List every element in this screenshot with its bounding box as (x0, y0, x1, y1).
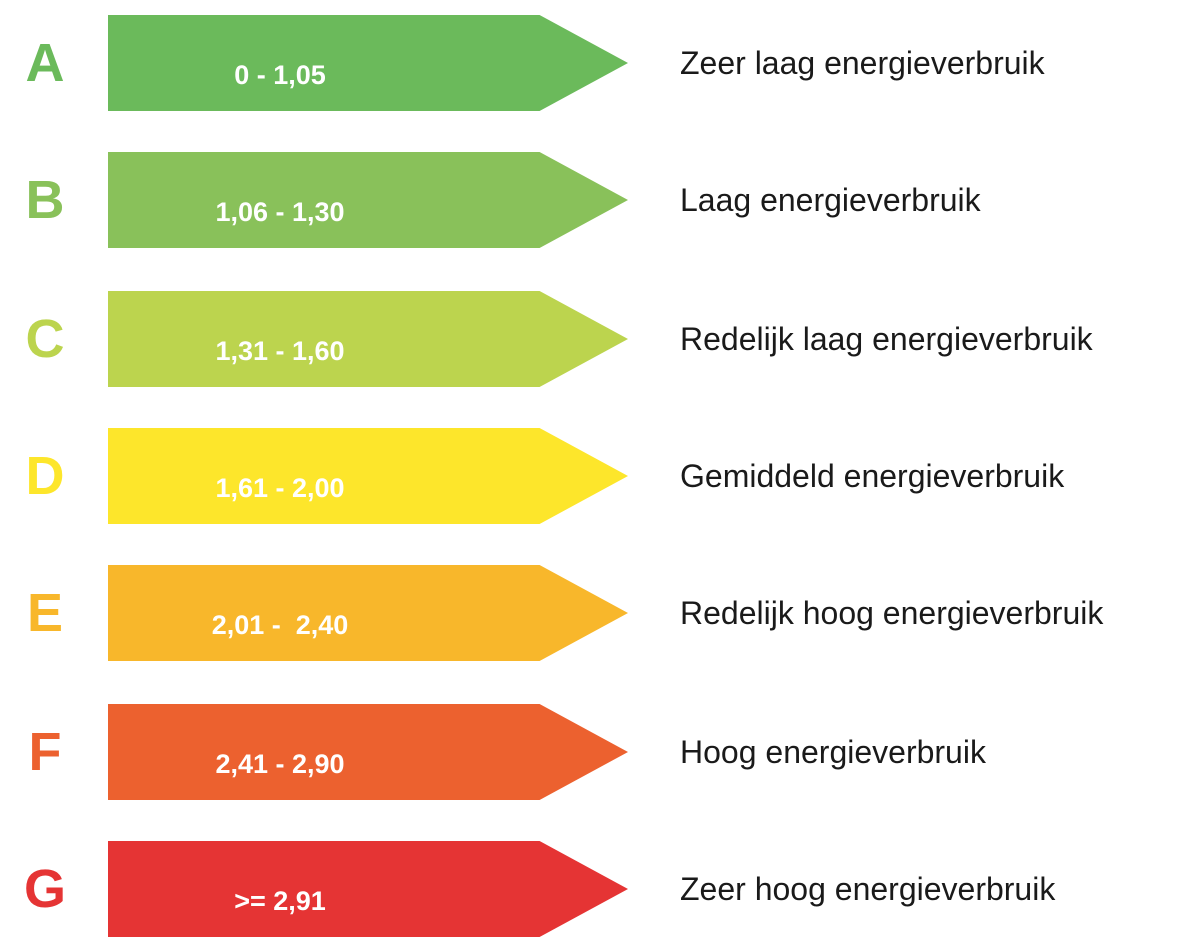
energy-index-range: >= 2,91 (234, 886, 326, 916)
energy-index-range: 1,06 - 1,30 (215, 197, 345, 227)
energy-class-arrow (108, 291, 628, 387)
energy-class-description: Redelijk hoog energieverbruik (680, 595, 1104, 631)
energy-class-letter: G (23, 859, 66, 919)
energy-class-arrow (108, 15, 628, 111)
energy-class-letter: F (28, 722, 62, 782)
energy-label-row-c: C 1,31 - 1,60 Redelijk laag energieverbrui… (0, 291, 1200, 387)
energy-class-arrow (108, 565, 628, 661)
energy-class-letter: D (25, 446, 65, 506)
energy-class-letter: B (25, 170, 65, 230)
energy-class-arrow (108, 152, 628, 248)
energy-class-arrow (108, 841, 628, 937)
energy-class-description: Laag energieverbruik (680, 182, 981, 218)
energy-index-range: 0 - 1,05 (234, 60, 326, 90)
energy-label-row-g: G >= 2,91 Zeer hoog energieverbruik (0, 841, 1200, 937)
energy-label-row-f: F 2,41 - 2,90 Hoog energieverbruik (0, 704, 1200, 800)
energy-class-letter: E (26, 583, 64, 643)
energy-label-row-b: B 1,06 - 1,30 Laag energieverbruik (0, 152, 1200, 248)
energy-index-range: 1,31 - 1,60 (215, 336, 345, 366)
energy-class-description: Gemiddeld energieverbruik (680, 458, 1065, 494)
energy-class-letter: A (25, 33, 65, 93)
energy-class-letter: C (25, 309, 65, 369)
energy-class-arrow (108, 704, 628, 800)
energy-label-row-a: A 0 - 1,05 Zeer laag energieverbruik (0, 15, 1200, 111)
energy-index-range: 2,01 - 2,40 (211, 610, 349, 640)
energy-class-description: Zeer hoog energieverbruik (680, 871, 1056, 907)
energy-class-description: Zeer laag energieverbruik (680, 45, 1045, 81)
energy-class-description: Hoog energieverbruik (680, 734, 986, 770)
energy-class-description: Redelijk laag energieverbruik (680, 321, 1093, 357)
energy-label-row-e: E 2,01 - 2,40 Redelijk hoog energieverbrui… (0, 565, 1200, 661)
energy-class-arrow (108, 428, 628, 524)
energy-index-range: 2,41 - 2,90 (215, 749, 345, 779)
energy-label-row-d: D 1,61 - 2,00 Gemiddeld energieverbruik (0, 428, 1200, 524)
energy-index-range: 1,61 - 2,00 (215, 473, 345, 503)
